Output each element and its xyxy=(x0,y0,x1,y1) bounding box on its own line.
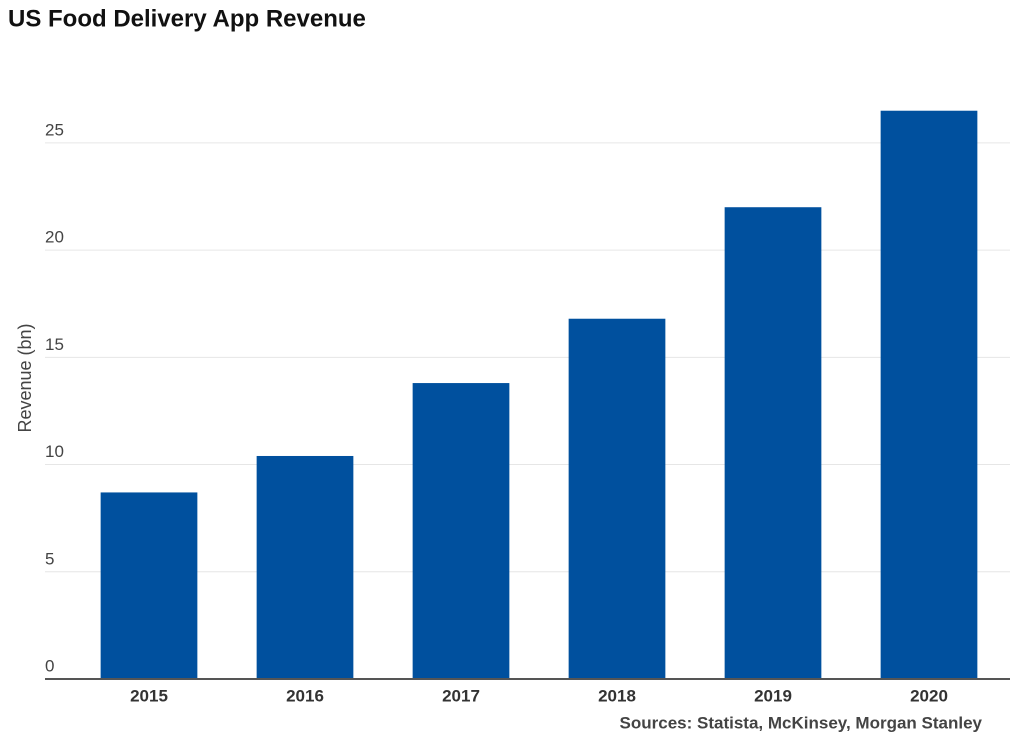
bar xyxy=(412,383,510,679)
x-tick-label: 2019 xyxy=(754,686,792,705)
y-tick-label: 25 xyxy=(45,120,64,139)
x-tick-label: 2017 xyxy=(442,686,480,705)
bar xyxy=(568,318,666,679)
y-tick-label: 20 xyxy=(45,228,64,247)
y-tick-label: 15 xyxy=(45,335,64,354)
y-axis-label: Revenue (bn) xyxy=(15,323,35,432)
bar xyxy=(256,455,354,679)
x-tick-label: 2018 xyxy=(598,686,636,705)
x-tick-label: 2020 xyxy=(910,686,948,705)
bar xyxy=(100,492,198,679)
y-tick-label: 10 xyxy=(45,442,64,461)
source-note: Sources: Statista, McKinsey, Morgan Stan… xyxy=(620,713,983,732)
y-tick-label: 0 xyxy=(45,656,54,675)
bar xyxy=(880,110,978,679)
x-tick-label: 2015 xyxy=(130,686,168,705)
bar xyxy=(724,207,822,679)
y-tick-label: 5 xyxy=(45,549,54,568)
x-tick-label: 2016 xyxy=(286,686,324,705)
chart-title: US Food Delivery App Revenue xyxy=(8,5,366,32)
